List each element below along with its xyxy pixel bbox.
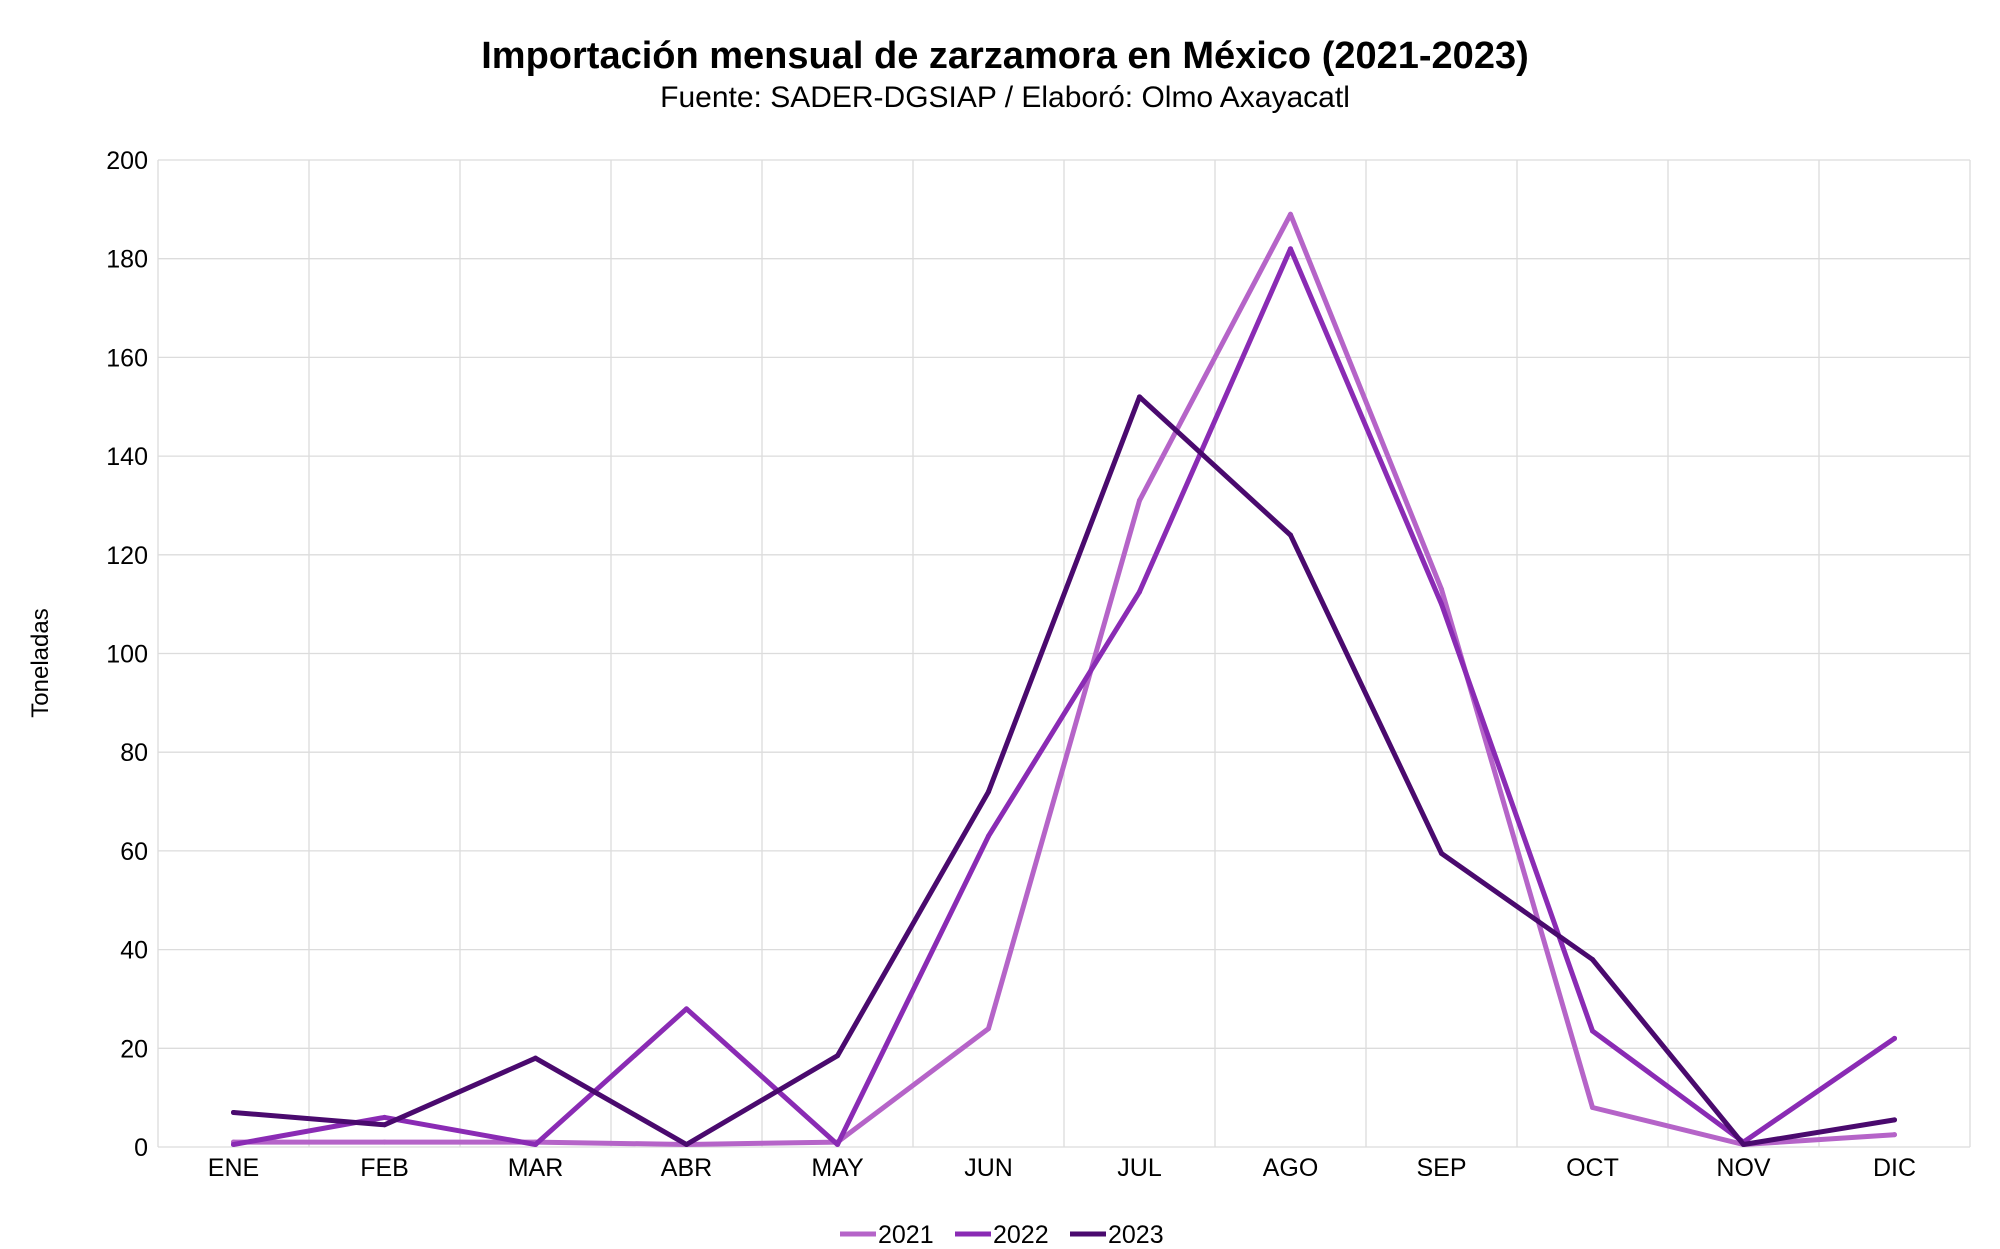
data-point-2023-JUN: [986, 789, 991, 795]
y-tick-label: 160: [106, 344, 148, 372]
x-axis-ticks: ENE FEB MAR ABR MAY JUN JUL AGO SEP OCT NOV DIC: [208, 1154, 1916, 1182]
data-point-2023-FEB: [382, 1122, 387, 1128]
data-point-2023-AGO: [1288, 532, 1293, 538]
series-line-2023: [231, 394, 1897, 1147]
legend: 2021 2022 2023: [840, 1221, 1164, 1249]
legend-label: 2023: [1108, 1221, 1164, 1249]
data-point-2022-ABR: [684, 1006, 689, 1012]
chart-subtitle: Fuente: SADER-DGSIAP / Elaboró: Olmo Axa…: [660, 81, 1350, 114]
data-point-2022-SEP: [1439, 601, 1444, 607]
x-tick-label: AGO: [1263, 1154, 1319, 1182]
y-tick-label: 0: [134, 1134, 148, 1162]
data-point-2021-SEP: [1439, 586, 1444, 592]
x-tick-label: JUL: [1117, 1154, 1162, 1182]
data-point-2023-DIC: [1892, 1117, 1897, 1123]
data-point-2023-JUL: [1137, 394, 1142, 400]
x-tick-label: MAY: [811, 1154, 864, 1182]
data-point-2022-DIC: [1892, 1035, 1897, 1041]
data-point-2023-ENE: [231, 1109, 236, 1115]
data-point-2021-JUL: [1137, 498, 1142, 504]
x-tick-label: MAR: [508, 1154, 564, 1182]
legend-label: 2021: [878, 1221, 934, 1249]
data-point-2021-DIC: [1892, 1132, 1897, 1138]
y-tick-label: 40: [120, 937, 148, 965]
data-point-2022-JUN: [986, 833, 991, 839]
x-tick-label: DIC: [1873, 1154, 1916, 1182]
y-tick-label: 200: [106, 147, 148, 175]
y-tick-label: 80: [120, 739, 148, 767]
data-point-2023-MAY: [835, 1053, 840, 1059]
y-tick-label: 140: [106, 443, 148, 471]
data-point-2022-MAY: [835, 1142, 840, 1148]
data-point-2023-OCT: [1590, 956, 1595, 962]
data-point-2022-OCT: [1590, 1028, 1595, 1034]
data-point-2023-ABR: [684, 1142, 689, 1148]
data-point-2022-ENE: [231, 1142, 236, 1148]
grid: [157, 159, 1971, 1148]
data-point-2022-MAR: [533, 1142, 538, 1148]
y-tick-label: 20: [120, 1035, 148, 1063]
data-point-2021-AGO: [1288, 211, 1293, 217]
x-tick-label: FEB: [360, 1154, 409, 1182]
data-point-2021-JUN: [986, 1026, 991, 1032]
data-point-2022-JUL: [1137, 589, 1142, 595]
x-tick-label: ENE: [208, 1154, 259, 1182]
x-tick-label: SEP: [1416, 1154, 1466, 1182]
series-line-2022: [231, 246, 1897, 1147]
y-tick-label: 180: [106, 246, 148, 274]
y-axis-ticks: 0 20 40 60 80 100 120 140 160 180 200: [106, 147, 148, 1162]
x-tick-label: OCT: [1566, 1154, 1619, 1182]
data-point-2021-FEB: [382, 1139, 387, 1145]
series-lines: [231, 211, 1897, 1148]
data-point-2021-OCT: [1590, 1105, 1595, 1111]
y-tick-label: 100: [106, 641, 148, 669]
y-axis-label: Toneladas: [27, 608, 54, 717]
x-tick-label: NOV: [1716, 1154, 1771, 1182]
data-point-2022-FEB: [382, 1114, 387, 1120]
data-point-2023-SEP: [1439, 850, 1444, 856]
y-tick-label: 120: [106, 542, 148, 570]
x-tick-label: JUN: [964, 1154, 1013, 1182]
x-tick-label: ABR: [661, 1154, 712, 1182]
data-point-2023-MAR: [533, 1055, 538, 1061]
data-point-2023-NOV: [1741, 1142, 1746, 1148]
legend-label: 2022: [993, 1221, 1049, 1249]
data-point-2022-AGO: [1288, 246, 1293, 252]
y-tick-label: 60: [120, 838, 148, 866]
chart-title: Importación mensual de zarzamora en Méxi…: [481, 35, 1529, 77]
